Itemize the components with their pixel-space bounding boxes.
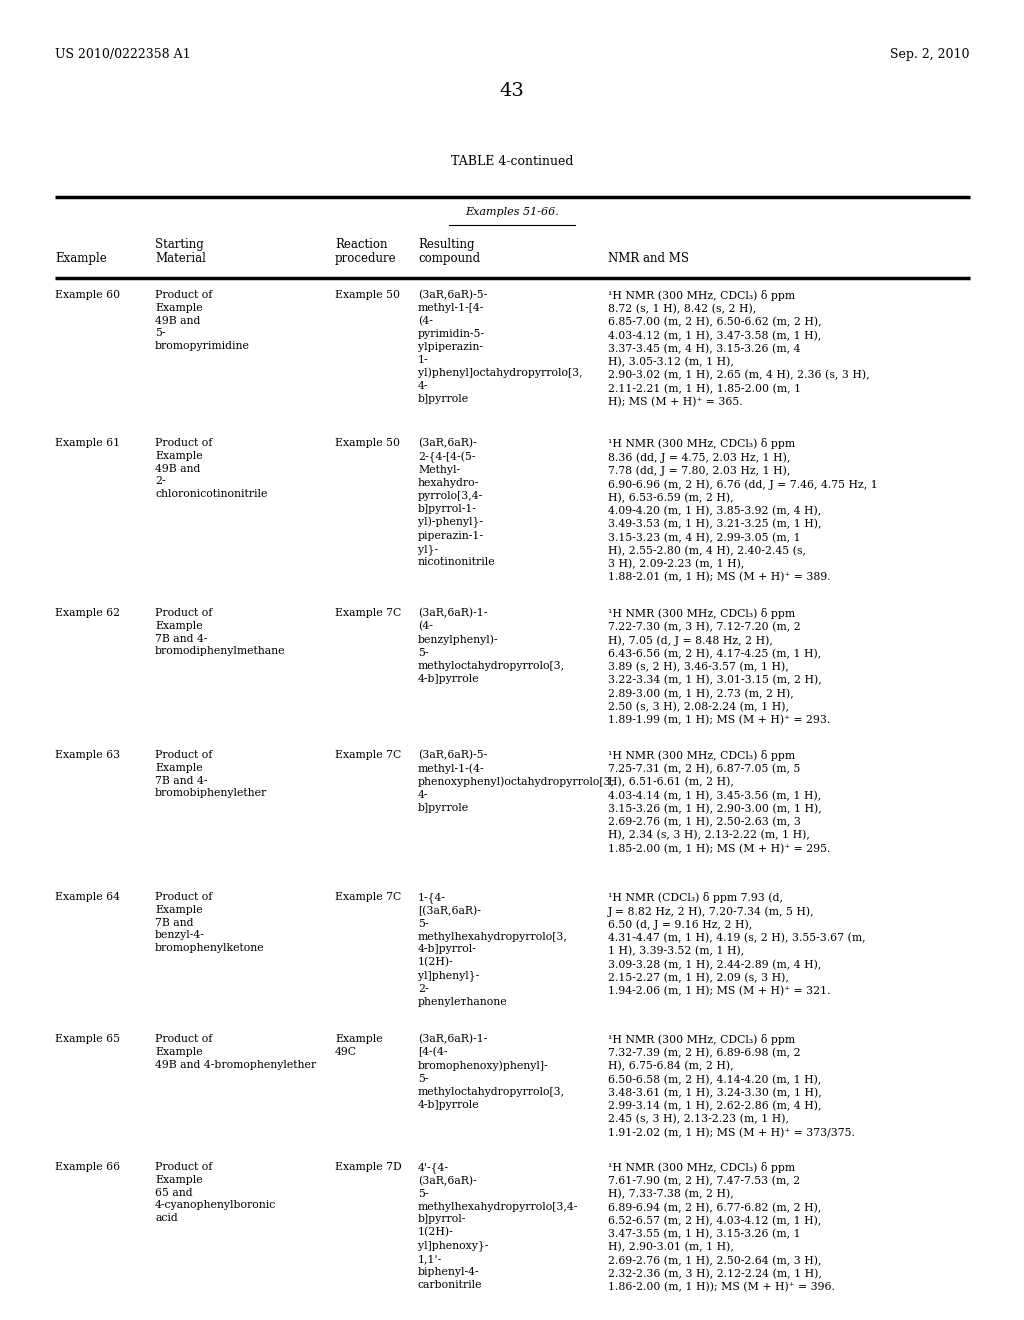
Text: Example 60: Example 60: [55, 290, 120, 300]
Text: Product of
Example
49B and
2-
chloronicotinonitrile: Product of Example 49B and 2- chloronico…: [155, 438, 267, 499]
Text: Example 7C: Example 7C: [335, 609, 401, 618]
Text: Product of
Example
49B and
5-
bromopyrimidine: Product of Example 49B and 5- bromopyrim…: [155, 290, 250, 351]
Text: 1-{4-
[(3aR,6aR)-
5-
methylhexahydropyrrolo[3,
4-b]pyrrol-
1(2H)-
yl]phenyl}-
2-: 1-{4- [(3aR,6aR)- 5- methylhexahydropyrr…: [418, 892, 568, 1007]
Text: ¹H NMR (300 MHz, CDCl₃) δ ppm
8.72 (s, 1 H), 8.42 (s, 2 H),
6.85-7.00 (m, 2 H), : ¹H NMR (300 MHz, CDCl₃) δ ppm 8.72 (s, 1…: [608, 290, 869, 407]
Text: Reaction: Reaction: [335, 238, 387, 251]
Text: Starting: Starting: [155, 238, 204, 251]
Text: Product of
Example
7B and 4-
bromobiphenylether: Product of Example 7B and 4- bromobiphen…: [155, 750, 267, 799]
Text: compound: compound: [418, 252, 480, 265]
Text: Sep. 2, 2010: Sep. 2, 2010: [891, 48, 970, 61]
Text: (3aR,6aR)-1-
(4-
benzylphenyl)-
5-
methyloctahydropyrrolo[3,
4-b]pyrrole: (3aR,6aR)-1- (4- benzylphenyl)- 5- methy…: [418, 609, 565, 684]
Text: Example 50: Example 50: [335, 438, 400, 447]
Text: Product of
Example
7B and
benzyl-4-
bromophenylketone: Product of Example 7B and benzyl-4- brom…: [155, 892, 264, 953]
Text: Example
49C: Example 49C: [335, 1034, 383, 1057]
Text: ¹H NMR (300 MHz, CDCl₃) δ ppm
7.32-7.39 (m, 2 H), 6.89-6.98 (m, 2
H), 6.75-6.84 : ¹H NMR (300 MHz, CDCl₃) δ ppm 7.32-7.39 …: [608, 1034, 855, 1138]
Text: Example 61: Example 61: [55, 438, 120, 447]
Text: Example 50: Example 50: [335, 290, 400, 300]
Text: Example 7D: Example 7D: [335, 1162, 401, 1172]
Text: Example: Example: [55, 252, 106, 265]
Text: ¹H NMR (300 MHz, CDCl₃) δ ppm
7.22-7.30 (m, 3 H), 7.12-7.20 (m, 2
H), 7.05 (d, J: ¹H NMR (300 MHz, CDCl₃) δ ppm 7.22-7.30 …: [608, 609, 830, 726]
Text: TABLE 4-continued: TABLE 4-continued: [451, 154, 573, 168]
Text: procedure: procedure: [335, 252, 396, 265]
Text: (3aR,6aR)-5-
methyl-1-[4-
(4-
pyrimidin-5-
ylpiperazin-
1-
yl)phenyl]octahydropy: (3aR,6aR)-5- methyl-1-[4- (4- pyrimidin-…: [418, 290, 583, 404]
Text: ¹H NMR (CDCl₃) δ ppm 7.93 (d,
J = 8.82 Hz, 2 H), 7.20-7.34 (m, 5 H),
6.50 (d, J : ¹H NMR (CDCl₃) δ ppm 7.93 (d, J = 8.82 H…: [608, 892, 865, 997]
Text: Product of
Example
49B and 4-bromophenylether: Product of Example 49B and 4-bromophenyl…: [155, 1034, 316, 1069]
Text: Example 63: Example 63: [55, 750, 120, 760]
Text: Material: Material: [155, 252, 206, 265]
Text: 43: 43: [500, 82, 524, 100]
Text: NMR and MS: NMR and MS: [608, 252, 689, 265]
Text: ¹H NMR (300 MHz, CDCl₃) δ ppm
7.61-7.90 (m, 2 H), 7.47-7.53 (m, 2
H), 7.33-7.38 : ¹H NMR (300 MHz, CDCl₃) δ ppm 7.61-7.90 …: [608, 1162, 835, 1292]
Text: Example 7C: Example 7C: [335, 892, 401, 902]
Text: Example 7C: Example 7C: [335, 750, 401, 760]
Text: Product of
Example
65 and
4-cyanophenylboronic
acid: Product of Example 65 and 4-cyanophenylb…: [155, 1162, 276, 1224]
Text: (3aR,6aR)-1-
[4-(4-
bromophenoxy)phenyl]-
5-
methyloctahydropyrrolo[3,
4-b]pyrro: (3aR,6aR)-1- [4-(4- bromophenoxy)phenyl]…: [418, 1034, 565, 1110]
Text: US 2010/0222358 A1: US 2010/0222358 A1: [55, 48, 190, 61]
Text: (3aR,6aR)-5-
methyl-1-(4-
phenoxyphenyl)octahydropyrrolo[3,
4-
b]pyrrole: (3aR,6aR)-5- methyl-1-(4- phenoxyphenyl)…: [418, 750, 615, 813]
Text: (3aR,6aR)-
2-{4-[4-(5-
Methyl-
hexahydro-
pyrrolo[3,4-
b]pyrrol-1-
yl)-phenyl}-
: (3aR,6aR)- 2-{4-[4-(5- Methyl- hexahydro…: [418, 438, 496, 568]
Text: Examples 51-66.: Examples 51-66.: [465, 207, 559, 216]
Text: 4'-{4-
(3aR,6aR)-
5-
methylhexahydropyrrolo[3,4-
b]pyrrol-
1(2H)-
yl]phenoxy}-
1: 4'-{4- (3aR,6aR)- 5- methylhexahydropyrr…: [418, 1162, 579, 1290]
Text: ¹H NMR (300 MHz, CDCl₃) δ ppm
8.36 (dd, J = 4.75, 2.03 Hz, 1 H),
7.78 (dd, J = 7: ¹H NMR (300 MHz, CDCl₃) δ ppm 8.36 (dd, …: [608, 438, 878, 582]
Text: Product of
Example
7B and 4-
bromodiphenylmethane: Product of Example 7B and 4- bromodiphen…: [155, 609, 286, 656]
Text: Resulting: Resulting: [418, 238, 474, 251]
Text: Example 62: Example 62: [55, 609, 120, 618]
Text: Example 64: Example 64: [55, 892, 120, 902]
Text: ¹H NMR (300 MHz, CDCl₃) δ ppm
7.25-7.31 (m, 2 H), 6.87-7.05 (m, 5
H), 6.51-6.61 : ¹H NMR (300 MHz, CDCl₃) δ ppm 7.25-7.31 …: [608, 750, 830, 854]
Text: Example 65: Example 65: [55, 1034, 120, 1044]
Text: Example 66: Example 66: [55, 1162, 120, 1172]
